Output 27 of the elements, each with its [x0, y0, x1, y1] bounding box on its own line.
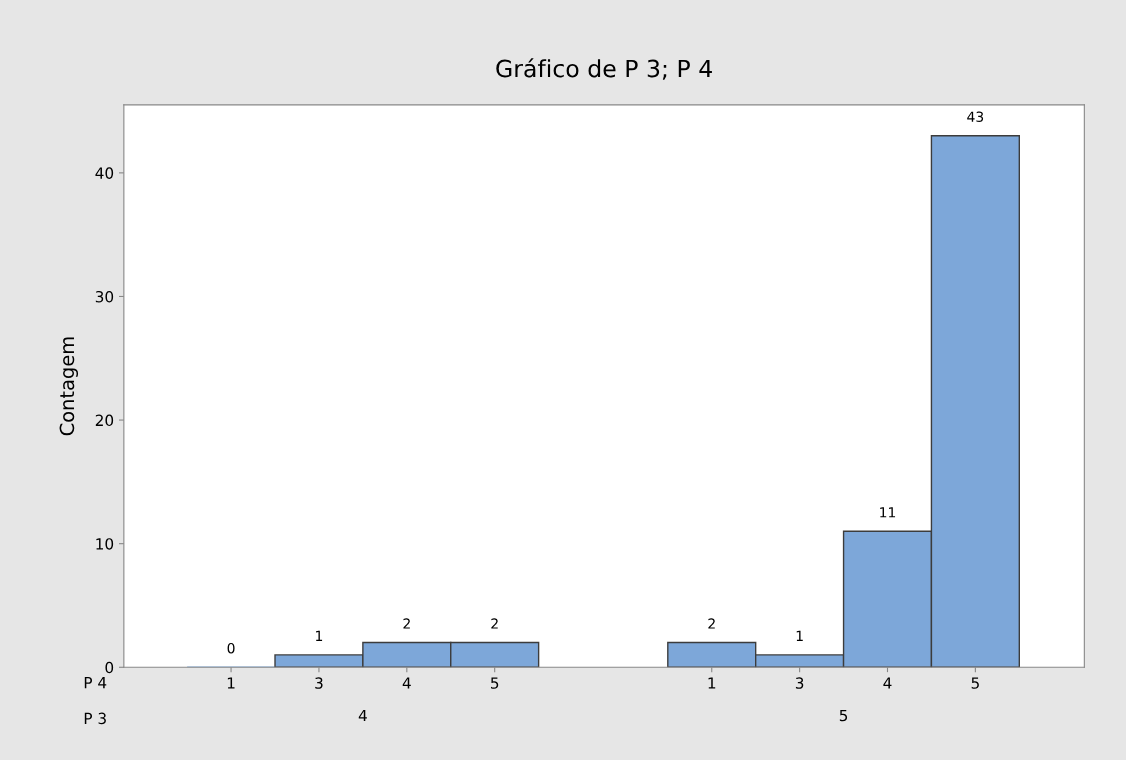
- x-tick-label: 4: [883, 677, 892, 689]
- text: P 4: [84, 677, 107, 689]
- y-tick-label: 40: [95, 167, 114, 179]
- x-tick-label: 1: [708, 677, 716, 689]
- x-tick-label: 1: [227, 677, 235, 689]
- x-tick-label: 3: [795, 677, 804, 689]
- y-tick-label: 10: [96, 538, 114, 550]
- x-tick-label: 4: [402, 677, 411, 689]
- y-tick-label: 30: [95, 290, 114, 303]
- x-tick-label: 3: [315, 677, 323, 689]
- data-label: 2: [491, 618, 498, 629]
- y-tick-label: 0: [105, 661, 114, 674]
- x-tick-label: 5: [971, 677, 979, 689]
- data-label: 43: [967, 111, 984, 122]
- x-tick-label: 5: [491, 677, 499, 689]
- text: 5: [839, 709, 848, 722]
- data-label: 1: [796, 630, 803, 641]
- y-axis-title: Contagem: [59, 337, 79, 436]
- chart-title: Gráfico de P 3; P 4: [496, 58, 712, 80]
- y-tick-label: 20: [95, 414, 114, 427]
- data-label: 2: [403, 618, 410, 629]
- text: 4: [358, 709, 367, 722]
- data-label: 0: [227, 642, 235, 654]
- data-label: 1: [316, 630, 323, 641]
- text: P 3: [84, 712, 106, 725]
- data-label: 2: [708, 618, 715, 629]
- data-label: 11: [880, 507, 896, 518]
